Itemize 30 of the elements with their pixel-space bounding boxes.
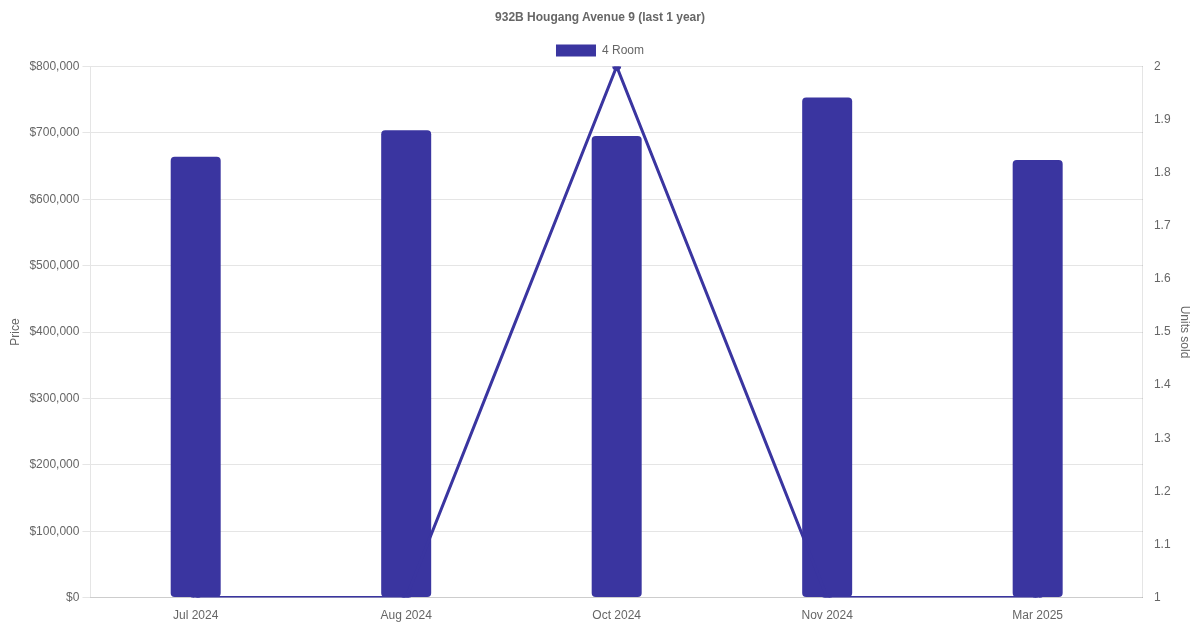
y2-tick-label: 1.2	[1153, 483, 1171, 498]
y-tick-label: $0	[66, 589, 80, 604]
y2-tick-label: 1.4	[1153, 377, 1171, 392]
y-tick-label: $100,000	[29, 523, 80, 538]
y2-tick-label: 1.5	[1153, 324, 1171, 339]
y-tick-label: $200,000	[29, 457, 80, 472]
y-axis-title: Price	[7, 318, 22, 346]
y2-tick-label: 1.6	[1153, 271, 1171, 286]
y2-tick-label: 1.7	[1153, 218, 1171, 233]
x-tick-label: Oct 2024	[592, 608, 642, 623]
legend-label: 4 Room	[601, 42, 645, 57]
y2-tick-label: 2	[1153, 58, 1161, 73]
y-tick-label: $600,000	[29, 191, 80, 206]
x-tick-label: Jul 2024	[173, 608, 219, 623]
chart-title: 932B Hougang Avenue 9 (last 1 year)	[495, 9, 705, 24]
y-tick-label: $800,000	[29, 58, 80, 73]
x-tick-label: Aug 2024	[380, 608, 433, 623]
y2-tick-label: 1	[1153, 589, 1161, 604]
y-tick-label: $400,000	[29, 324, 80, 339]
y2-tick-label: 1.1	[1153, 536, 1171, 551]
y2-axis-title: Units sold	[1178, 305, 1193, 359]
y-tick-label: $500,000	[29, 257, 80, 272]
y-tick-label: $300,000	[29, 390, 80, 405]
bar	[591, 136, 642, 598]
y-tick-label: $700,000	[29, 125, 80, 140]
x-tick-label: Mar 2025	[1012, 608, 1064, 623]
y2-tick-label: 1.9	[1153, 111, 1171, 126]
y2-tick-label: 1.8	[1153, 164, 1171, 179]
x-tick-label: Nov 2024	[801, 608, 854, 623]
y2-tick-label: 1.3	[1153, 430, 1171, 445]
